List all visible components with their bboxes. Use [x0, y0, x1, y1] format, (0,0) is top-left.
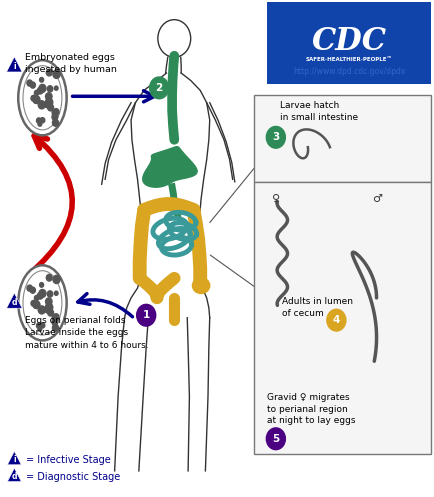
Circle shape [40, 323, 45, 328]
FancyBboxPatch shape [266, 2, 431, 84]
Ellipse shape [192, 278, 209, 293]
Text: 5: 5 [272, 434, 279, 444]
Circle shape [54, 86, 58, 90]
Circle shape [52, 315, 57, 321]
Circle shape [45, 98, 53, 106]
Circle shape [46, 298, 52, 305]
Ellipse shape [18, 60, 66, 135]
Circle shape [266, 428, 285, 450]
Text: = Infective Stage: = Infective Stage [26, 455, 111, 465]
Circle shape [33, 301, 40, 309]
Text: Adults in lumen
of cecum: Adults in lumen of cecum [282, 297, 352, 318]
Text: i: i [13, 62, 16, 71]
Polygon shape [142, 147, 197, 187]
Circle shape [47, 291, 53, 297]
Circle shape [136, 304, 155, 326]
Circle shape [30, 82, 35, 88]
Polygon shape [7, 451, 21, 465]
Text: Eggs on perianal folds
Larvae inside the eggs
mature within 4 to 6 hours.: Eggs on perianal folds Larvae inside the… [25, 316, 148, 349]
Circle shape [52, 110, 57, 116]
Circle shape [47, 309, 53, 316]
Text: = Diagnostic Stage: = Diagnostic Stage [26, 472, 120, 482]
FancyBboxPatch shape [253, 182, 431, 454]
Circle shape [54, 291, 58, 295]
Circle shape [37, 87, 43, 94]
Circle shape [326, 309, 345, 331]
Circle shape [39, 78, 43, 82]
Circle shape [44, 307, 50, 313]
Text: 2: 2 [155, 83, 162, 93]
Circle shape [37, 293, 43, 299]
Text: ♂: ♂ [372, 194, 381, 204]
Polygon shape [7, 468, 21, 482]
Circle shape [53, 325, 59, 331]
Text: ♀: ♀ [271, 194, 279, 204]
Circle shape [44, 101, 50, 108]
FancyBboxPatch shape [253, 95, 431, 182]
Text: d: d [12, 472, 17, 481]
Circle shape [53, 119, 59, 126]
Circle shape [27, 285, 32, 291]
Circle shape [46, 69, 52, 76]
Text: 1: 1 [142, 310, 149, 320]
Polygon shape [7, 57, 22, 72]
Text: http://www.dpd.cdc.gov/dpdx: http://www.dpd.cdc.gov/dpdx [293, 67, 404, 76]
Circle shape [52, 114, 58, 120]
Circle shape [36, 118, 41, 123]
Polygon shape [7, 293, 22, 308]
Circle shape [47, 86, 53, 92]
Text: Larvae hatch
in small intestine: Larvae hatch in small intestine [279, 101, 358, 121]
Circle shape [47, 104, 53, 111]
Text: i: i [13, 455, 16, 464]
Circle shape [53, 70, 60, 79]
Circle shape [34, 90, 39, 95]
Circle shape [33, 303, 38, 308]
Circle shape [40, 118, 45, 123]
Text: SAFER·HEALTHIER·PEOPLE™: SAFER·HEALTHIER·PEOPLE™ [305, 57, 392, 62]
Text: 4: 4 [332, 315, 339, 325]
Circle shape [31, 95, 36, 101]
Text: d: d [12, 298, 17, 307]
Circle shape [36, 323, 41, 329]
Circle shape [34, 295, 39, 301]
Circle shape [31, 301, 36, 306]
Text: CDC: CDC [311, 26, 386, 58]
Circle shape [33, 96, 40, 103]
Circle shape [53, 314, 59, 321]
Circle shape [39, 84, 46, 92]
Circle shape [38, 101, 45, 109]
Circle shape [38, 122, 42, 126]
Circle shape [266, 126, 285, 148]
Circle shape [46, 93, 52, 100]
Circle shape [46, 274, 52, 281]
Circle shape [30, 287, 35, 293]
Text: Gravid ♀ migrates
to perianal region
at night to lay eggs: Gravid ♀ migrates to perianal region at … [266, 393, 355, 425]
Circle shape [39, 289, 46, 297]
Circle shape [27, 80, 32, 86]
Circle shape [53, 275, 60, 283]
Circle shape [149, 77, 168, 99]
Circle shape [45, 303, 53, 312]
Circle shape [53, 109, 59, 115]
Text: 3: 3 [272, 132, 279, 142]
Circle shape [33, 97, 38, 103]
Ellipse shape [18, 265, 66, 340]
Circle shape [38, 327, 42, 331]
Circle shape [39, 283, 43, 287]
Circle shape [52, 319, 58, 326]
Text: Embryonated eggs
ingested by human: Embryonated eggs ingested by human [25, 53, 117, 75]
Circle shape [38, 306, 45, 314]
